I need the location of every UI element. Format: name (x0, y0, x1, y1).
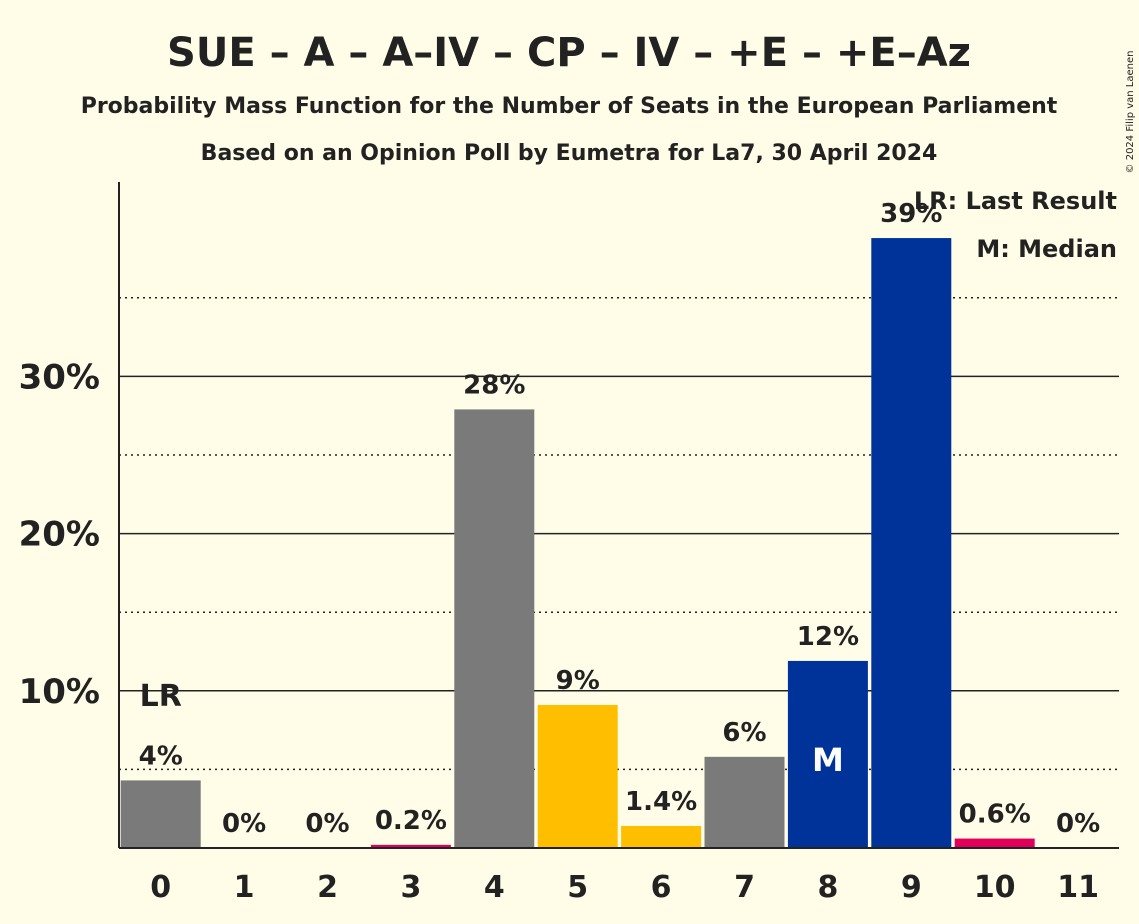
bar (537, 704, 618, 848)
chart-subtitle-source: Based on an Opinion Poll by Eumetra for … (201, 141, 938, 166)
data-label: 0% (305, 809, 349, 839)
data-label: 0% (1056, 809, 1100, 839)
legend: LR: Last Result M: Median (914, 187, 1117, 263)
bar (454, 409, 535, 848)
x-tick-label: 6 (651, 870, 672, 905)
x-tick-label: 11 (1057, 870, 1099, 905)
y-tick-label: 10% (19, 672, 100, 712)
x-tick-label: 7 (734, 870, 755, 905)
legend-median: M: Median (976, 235, 1117, 263)
median-marker: M (812, 741, 844, 779)
data-label: 6% (722, 718, 766, 748)
gridlines (119, 297, 1119, 771)
x-tick-label: 2 (317, 870, 338, 905)
data-label: 28% (463, 370, 525, 400)
copyright-notice: © 2024 Filip van Laenen (1125, 51, 1136, 174)
tick-labels: 0 1 2 3 4 5 6 7 8 9 10 11 10% 20% 30% (19, 357, 1099, 905)
data-label: 9% (556, 666, 600, 696)
x-tick-label: 3 (400, 870, 421, 905)
data-label: 12% (797, 622, 859, 652)
x-tick-label: 1 (234, 870, 255, 905)
x-tick-label: 9 (901, 870, 922, 905)
bar (954, 838, 1035, 848)
data-label: 0% (222, 809, 266, 839)
y-tick-label: 30% (19, 357, 100, 397)
markers: LR M (140, 679, 844, 779)
x-tick-label: 0 (150, 870, 171, 905)
data-label: 4% (139, 741, 183, 771)
bar (704, 756, 785, 848)
bars (120, 238, 1035, 849)
x-tick-label: 10 (974, 870, 1016, 905)
bar (871, 238, 952, 849)
bar (621, 825, 702, 848)
x-tick-label: 8 (817, 870, 838, 905)
bar (120, 780, 201, 848)
legend-last-result: LR: Last Result (914, 187, 1117, 215)
x-tick-label: 4 (484, 870, 505, 905)
data-label: 39% (880, 199, 942, 229)
bar (787, 660, 868, 848)
data-label: 0.6% (959, 800, 1031, 830)
data-labels: 4% 0% 0% 0.2% 28% 9% 1.4% 6% 12% 39% 0.6% 0% (139, 199, 1101, 839)
y-tick-label: 20% (19, 515, 100, 555)
chart-subtitle: Probability Mass Function for the Number… (81, 94, 1058, 119)
axes (118, 182, 1119, 849)
x-tick-label: 5 (567, 870, 588, 905)
chart-title: SUE – A – A–IV – CP – IV – +E – +E–Az (167, 30, 971, 76)
data-label: 0.2% (375, 806, 447, 836)
last-result-marker: LR (140, 679, 182, 714)
bar (370, 844, 451, 848)
data-label: 1.4% (625, 787, 697, 817)
